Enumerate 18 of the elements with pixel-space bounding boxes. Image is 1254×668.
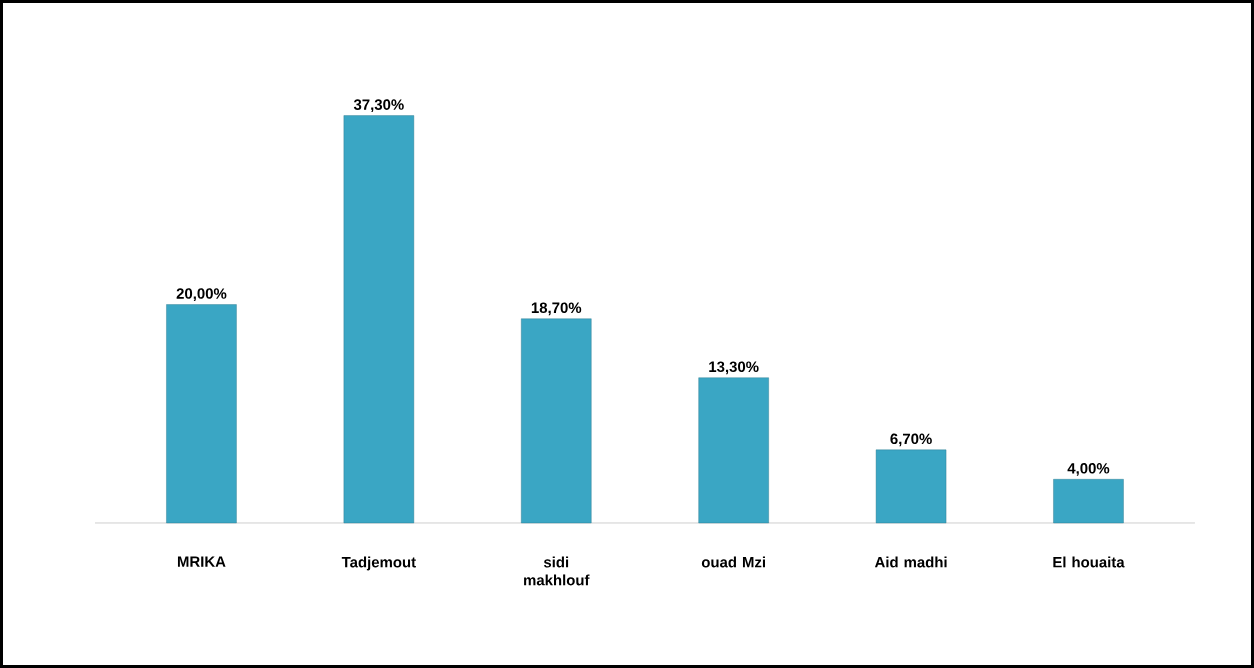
x-tick-label: ouad Mzi xyxy=(701,556,765,568)
data-label: 13,30% xyxy=(709,361,759,375)
x-tick-label: MRIKA xyxy=(177,556,226,567)
bar xyxy=(166,304,237,524)
data-label: 6,70% xyxy=(890,433,932,447)
bar xyxy=(698,377,769,524)
x-tick-label: Tadjemout xyxy=(341,556,416,571)
x-tick-label: El houaita xyxy=(1053,556,1125,568)
data-label: 20,00% xyxy=(176,288,227,302)
bar xyxy=(1053,479,1124,524)
data-label: 37,30% xyxy=(353,99,404,113)
bar xyxy=(343,115,415,524)
bar xyxy=(521,318,592,524)
bar xyxy=(875,449,947,524)
x-tick-label: sidi makhlouf xyxy=(524,556,590,586)
data-label: 4,00% xyxy=(1067,463,1110,476)
data-label: 18,70% xyxy=(531,302,582,316)
x-tick-label: Aid madhi xyxy=(874,556,947,568)
